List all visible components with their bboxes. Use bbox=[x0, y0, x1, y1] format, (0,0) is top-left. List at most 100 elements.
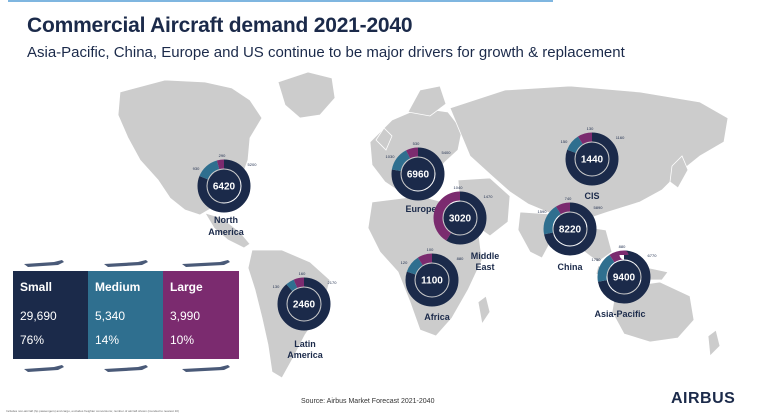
donut-center-north-america bbox=[207, 169, 241, 203]
page-subtitle: Asia-Pacific, China, Europe and US conti… bbox=[27, 44, 625, 61]
donut-segment-label-medium-africa: 120 bbox=[401, 260, 408, 265]
accent-bar bbox=[8, 0, 553, 2]
donut-north-america: 6420 5200 930 290 North America bbox=[193, 153, 258, 237]
donut-segment-label-small-africa: 880 bbox=[457, 256, 464, 261]
donut-segment-label-large-middle-east: 1040 bbox=[454, 185, 464, 190]
legend-medium-count-value: 5,340 bbox=[95, 309, 126, 323]
landmass-central-america bbox=[204, 212, 251, 249]
landmass-scandinavia bbox=[407, 85, 447, 117]
donut-segment-label-small-middle-east: 1470 bbox=[484, 194, 494, 199]
donut-total-latin-america: 2460 bbox=[293, 300, 316, 311]
donut-center-europe bbox=[401, 157, 435, 191]
donut-segment-label-large-asia-pacific: 880 bbox=[619, 244, 626, 249]
legend-small-count: 29,690 bbox=[20, 309, 57, 323]
donut-segment-large-middle-east bbox=[433, 191, 487, 245]
donut-segment-medium-asia-pacific bbox=[597, 250, 651, 304]
donut-segment-label-small-north-america: 5200 bbox=[248, 162, 258, 167]
legend-small-share: 76% bbox=[20, 333, 44, 347]
region-label-cis: CIS bbox=[584, 191, 599, 201]
aircraft-icon-medium-top bbox=[104, 260, 148, 267]
legend-medium: Medium 5,340 14% bbox=[88, 271, 163, 359]
donut-segment-label-large-latin-america: 160 bbox=[299, 271, 306, 276]
legend-medium-count: 5,340 bbox=[95, 309, 125, 323]
donut-center-asia-pacific bbox=[607, 260, 641, 294]
donut-segment-large-europe bbox=[391, 147, 445, 201]
donut-segment-label-large-north-america: 290 bbox=[219, 153, 226, 158]
donut-segment-label-large-cis: 130 bbox=[587, 126, 594, 131]
donut-total-africa: 1100 bbox=[421, 276, 443, 287]
legend-large-count: 3,990 bbox=[170, 309, 200, 323]
region-label-middle-east: East bbox=[475, 262, 494, 272]
donut-cis: 1440 1160 150 130 CIS bbox=[561, 126, 625, 201]
donut-asia-pacific: 9400 6770 1750 880 Asia-Pacific bbox=[592, 244, 658, 319]
donut-segment-label-small-china: 5890 bbox=[594, 205, 604, 210]
donut-total-cis: 1440 bbox=[581, 155, 604, 166]
legend-large: Large 3,990 10% bbox=[163, 271, 239, 359]
donut-segment-large-africa bbox=[405, 253, 459, 307]
donut-europe: 6960 5400 1030 530 Europe bbox=[386, 141, 452, 214]
landmass-madagascar bbox=[477, 295, 491, 326]
donut-segment-label-large-africa: 100 bbox=[427, 247, 434, 252]
landmass-uk bbox=[375, 127, 393, 151]
donut-china: 8220 5890 1590 740 China bbox=[538, 196, 604, 272]
donut-segment-large-china bbox=[543, 202, 597, 256]
legend-medium-label: Medium bbox=[95, 280, 141, 294]
legend-small-label: Small bbox=[20, 280, 53, 294]
donut-segment-label-medium-cis: 150 bbox=[561, 139, 568, 144]
region-label-latin-america: Latin bbox=[294, 339, 316, 349]
donut-total-asia-pacific: 9400 bbox=[613, 273, 636, 284]
donut-segment-large-north-america bbox=[197, 159, 251, 213]
donut-total-china: 8220 bbox=[559, 225, 582, 236]
donut-segment-label-medium-latin-america: 130 bbox=[273, 284, 280, 289]
aircraft-icon-small-bottom bbox=[24, 365, 64, 372]
aircraft-icon-large-bottom bbox=[182, 365, 230, 372]
donut-segment-label-small-cis: 1160 bbox=[616, 135, 625, 140]
segment-legend-table: Small 29,690 76% Medium 5,340 14% Large … bbox=[13, 271, 239, 359]
donut-segment-label-medium-north-america: 930 bbox=[193, 166, 200, 171]
region-label-europe: Europe bbox=[405, 204, 436, 214]
donut-total-europe: 6960 bbox=[407, 170, 430, 181]
source-note: Source: Airbus Market Forecast 2021-2040 bbox=[301, 398, 435, 405]
aircraft-icon-large-top bbox=[182, 260, 230, 267]
donut-africa: 1100 880 120 100 Africa bbox=[401, 247, 464, 322]
footnote: Includes non-aircraft (hp passengers) an… bbox=[6, 409, 179, 413]
region-label-china: China bbox=[557, 262, 583, 272]
donut-segment-label-medium-asia-pacific: 1750 bbox=[592, 257, 602, 262]
legend-small: Small 29,690 76% bbox=[13, 271, 88, 359]
region-label-asia-pacific: Asia-Pacific bbox=[594, 309, 645, 319]
donut-segment-medium-china bbox=[543, 202, 597, 256]
region-label-latin-america: America bbox=[287, 350, 324, 360]
region-label-north-america: America bbox=[208, 227, 245, 237]
legend-small-count-value: 29,690 bbox=[20, 309, 57, 323]
donut-center-latin-america bbox=[287, 287, 321, 321]
donut-segment-label-small-asia-pacific: 6770 bbox=[648, 253, 658, 258]
region-label-africa: Africa bbox=[424, 312, 451, 322]
donut-segment-large-asia-pacific bbox=[597, 250, 651, 304]
donut-center-middle-east bbox=[443, 201, 477, 235]
donut-total-middle-east: 3020 bbox=[449, 214, 472, 225]
donut-center-china bbox=[553, 212, 587, 246]
legend-medium-share-value: 14% bbox=[95, 333, 120, 347]
donut-segment-label-large-europe: 530 bbox=[413, 141, 420, 146]
donut-segment-label-large-china: 740 bbox=[565, 196, 572, 201]
donut-total-north-america: 6420 bbox=[213, 182, 236, 193]
aircraft-icons bbox=[24, 260, 230, 372]
donut-segment-label-medium-china: 1590 bbox=[538, 209, 548, 214]
region-label-middle-east: Middle bbox=[471, 251, 500, 261]
legend-large-share: 10% bbox=[170, 333, 194, 347]
legend-large-label: Large bbox=[170, 280, 203, 294]
donut-segment-large-cis bbox=[565, 132, 619, 186]
donut-segment-label-small-europe: 5400 bbox=[442, 150, 452, 155]
legend-large-share-value: 10% bbox=[170, 333, 195, 347]
donut-segment-label-medium-europe: 1030 bbox=[386, 154, 396, 159]
legend-small-share-value: 76% bbox=[20, 333, 45, 347]
page-title: Commercial Aircraft demand 2021-2040 bbox=[27, 14, 413, 37]
region-label-north-america: North bbox=[214, 215, 238, 225]
landmass-japan bbox=[669, 155, 689, 189]
donut-segment-large-latin-america bbox=[277, 277, 331, 331]
donut-center-africa bbox=[415, 263, 449, 297]
legend-large-count-value: 3,990 bbox=[170, 309, 201, 323]
